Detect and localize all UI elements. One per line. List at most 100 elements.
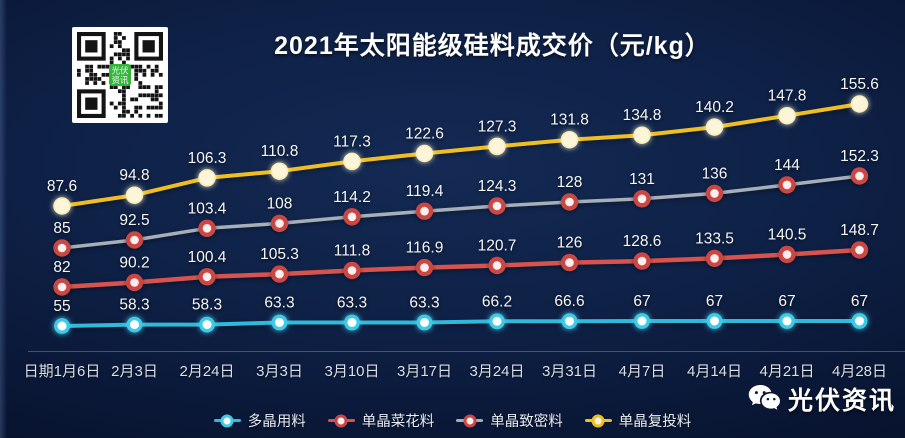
data-label: 94.8 [119, 167, 149, 184]
data-point [851, 313, 868, 329]
data-point [633, 190, 651, 208]
data-label: 140.5 [768, 227, 807, 244]
data-point [53, 278, 71, 296]
data-label: 103.4 [188, 200, 227, 217]
data-point [850, 241, 869, 259]
data-label: 122.6 [405, 126, 444, 143]
data-label: 114.2 [333, 189, 371, 206]
legend-marker [584, 414, 612, 427]
data-point [489, 313, 505, 330]
data-label: 67 [778, 293, 795, 310]
data-label: 106.3 [188, 150, 227, 167]
data-label: 63.3 [337, 295, 367, 312]
qr-center-text: 资讯 [111, 75, 129, 85]
data-label: 133.5 [695, 230, 734, 247]
legend-item-2: 单晶致密料 [456, 410, 563, 431]
data-point [633, 252, 651, 270]
data-label: 131 [629, 171, 655, 188]
data-label: 120.7 [478, 238, 517, 255]
data-label: 110.8 [261, 143, 299, 160]
data-point [125, 186, 144, 204]
data-point [198, 268, 216, 286]
data-point [270, 214, 289, 233]
data-point [706, 313, 723, 329]
series-line-0 [60, 319, 862, 328]
x-axis-label: 4月28日 [831, 363, 888, 380]
data-point [488, 137, 506, 156]
data-label: 136 [702, 165, 728, 182]
data-label: 55 [53, 298, 70, 315]
x-axis-label: 3月10日 [324, 363, 380, 380]
x-axis-label: 日期1月6日 [23, 363, 101, 380]
x-axis-label: 3月3日 [256, 363, 303, 380]
data-point [850, 167, 869, 185]
qr-center-text: 光伏 [111, 66, 129, 76]
data-point [705, 249, 724, 268]
data-point [560, 130, 579, 149]
legend-label: 单晶复投料 [618, 414, 692, 430]
data-label: 134.8 [623, 107, 662, 124]
x-axis-label: 2月3日 [111, 363, 158, 380]
data-label: 127.3 [478, 118, 517, 135]
x-axis-label: 4月7日 [618, 363, 666, 380]
data-label: 67 [633, 293, 650, 310]
x-axis-label: 4月21日 [759, 363, 815, 380]
data-point [416, 314, 433, 331]
series-line-1 [59, 247, 862, 290]
data-point [560, 253, 579, 272]
data-point [198, 219, 216, 238]
data-point [705, 184, 724, 203]
legend-marker [213, 414, 241, 427]
legend-marker [327, 414, 355, 427]
legend: 多晶用料 单晶菜花料 单晶致密料 单晶复投料 [0, 410, 905, 431]
data-point [633, 126, 651, 144]
legend-item-1: 单晶菜花料 [327, 410, 434, 431]
data-label: 105.3 [260, 246, 299, 263]
legend-dot [591, 414, 605, 427]
data-label: 147.8 [768, 88, 807, 105]
x-axis-label: 3月17日 [396, 363, 453, 380]
data-label: 124.3 [478, 178, 517, 195]
data-label: 126 [557, 235, 583, 252]
data-point [778, 245, 796, 264]
data-point [343, 152, 361, 171]
legend-label: 多晶用料 [247, 414, 306, 430]
x-axis-line [28, 351, 905, 352]
data-point [560, 193, 579, 211]
data-label: 58.3 [192, 297, 222, 314]
data-point [198, 169, 216, 187]
data-label: 148.7 [840, 222, 879, 239]
data-point [344, 314, 360, 331]
data-point [199, 316, 215, 333]
data-point [54, 318, 70, 334]
series-line-3 [60, 102, 862, 208]
data-point [488, 256, 506, 275]
data-label: 108 [267, 195, 293, 212]
data-label: 144 [774, 157, 800, 174]
data-point [125, 273, 144, 292]
data-label: 67 [851, 293, 868, 310]
x-axis-label: 3月24日 [469, 363, 525, 380]
legend-dot [334, 414, 348, 427]
data-point [561, 313, 578, 330]
data-label: 66.2 [482, 293, 512, 310]
data-point [125, 231, 144, 249]
qr-center-logo [109, 64, 131, 86]
data-label: 152.3 [840, 148, 879, 165]
wechat-account-name: 光伏资讯 [788, 387, 897, 415]
data-label: 92.5 [119, 212, 149, 229]
data-label: 116.9 [406, 240, 444, 257]
wechat-icon [748, 385, 780, 410]
legend-item-0: 多晶用料 [213, 410, 306, 431]
data-label: 85 [53, 220, 70, 237]
x-axis-label: 4月14日 [686, 363, 743, 380]
chart-title: 2021年太阳能级硅料成交价（元/kg） [274, 32, 711, 60]
data-label: 63.3 [409, 295, 439, 312]
data-label: 131.8 [550, 112, 589, 129]
data-label: 87.6 [47, 178, 77, 195]
data-label: 128 [557, 174, 583, 191]
legend-dot [463, 414, 477, 427]
data-label: 63.3 [264, 295, 294, 312]
x-axis-label: 3月31日 [541, 363, 598, 380]
data-label: 67 [706, 293, 723, 310]
